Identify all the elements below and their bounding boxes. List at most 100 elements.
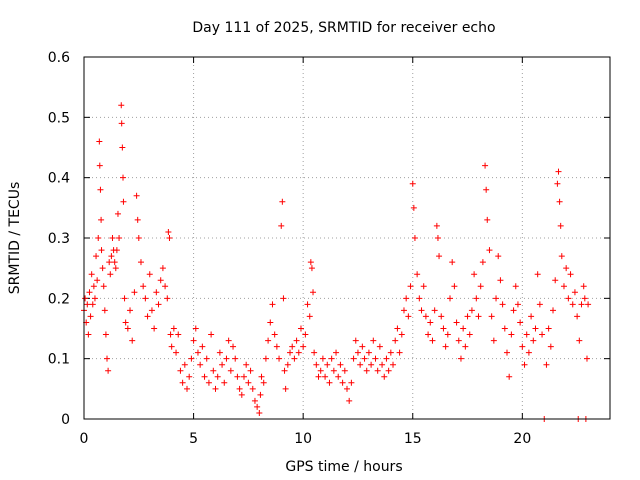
data-point	[100, 283, 107, 290]
data-point	[462, 343, 469, 350]
y-tick-label: 0.1	[48, 352, 70, 368]
data-point	[530, 337, 537, 344]
x-tick-label: 15	[404, 431, 422, 447]
data-point	[194, 349, 201, 356]
data-point	[438, 313, 445, 320]
data-point	[337, 361, 344, 368]
data-point	[479, 259, 486, 266]
data-point	[457, 355, 464, 362]
data-point	[93, 253, 100, 260]
data-point	[91, 295, 98, 302]
data-point	[311, 349, 318, 356]
data-point	[293, 337, 300, 344]
data-point	[230, 343, 237, 350]
data-point	[184, 385, 191, 392]
data-point	[232, 355, 239, 362]
data-points	[81, 102, 592, 422]
data-point	[416, 295, 423, 302]
data-point	[164, 295, 171, 302]
data-point	[300, 343, 307, 350]
data-point	[410, 204, 417, 211]
data-point	[258, 373, 265, 380]
data-point	[153, 289, 160, 296]
data-point	[585, 301, 592, 308]
data-point	[166, 235, 173, 241]
data-point	[547, 343, 554, 350]
data-point	[214, 373, 221, 380]
data-point	[569, 301, 576, 308]
data-point	[576, 337, 583, 344]
data-point	[317, 367, 324, 374]
data-point	[122, 319, 129, 326]
data-point	[400, 307, 407, 314]
data-point	[357, 361, 364, 368]
data-point	[148, 307, 155, 314]
data-point	[503, 349, 510, 356]
data-point	[319, 355, 326, 362]
data-point	[201, 373, 208, 380]
data-point	[580, 283, 587, 290]
data-point	[85, 331, 92, 338]
data-point	[140, 283, 147, 290]
data-point	[276, 355, 283, 362]
data-point	[308, 265, 315, 272]
data-point	[431, 307, 438, 314]
data-point	[330, 367, 337, 374]
data-point	[571, 289, 578, 296]
data-point	[306, 313, 313, 320]
data-point	[307, 259, 314, 266]
data-point	[383, 355, 390, 362]
data-point	[521, 361, 528, 368]
data-point	[552, 277, 559, 284]
data-point	[114, 210, 121, 217]
data-point	[282, 385, 289, 392]
data-point	[216, 349, 223, 356]
data-point	[578, 301, 585, 308]
data-point	[514, 301, 521, 308]
data-point	[370, 337, 377, 344]
data-point	[392, 337, 399, 344]
data-point	[361, 355, 368, 362]
data-point	[267, 319, 274, 326]
data-point	[177, 367, 184, 374]
data-point	[273, 343, 280, 350]
data-point	[440, 325, 447, 332]
data-point	[269, 301, 276, 308]
data-point	[554, 180, 561, 187]
data-point	[486, 247, 493, 254]
plot-frame	[83, 56, 611, 420]
data-point	[365, 349, 372, 356]
data-point	[210, 367, 217, 374]
data-point	[265, 337, 272, 344]
data-point	[89, 301, 96, 308]
data-point	[173, 349, 180, 356]
data-point	[96, 138, 103, 145]
data-point	[159, 265, 166, 272]
data-point	[420, 283, 427, 290]
data-point	[483, 186, 490, 193]
data-point	[205, 379, 212, 386]
data-point	[227, 367, 234, 374]
x-axis-label: GPS time / hours	[285, 459, 402, 475]
data-point	[131, 289, 138, 296]
data-point	[497, 277, 504, 284]
data-point	[129, 337, 136, 344]
data-point	[118, 102, 125, 109]
data-point	[97, 186, 104, 193]
data-point	[90, 283, 97, 290]
data-point	[528, 313, 535, 320]
data-point	[429, 337, 436, 344]
data-point	[94, 277, 101, 284]
data-point	[236, 385, 243, 392]
data-point	[510, 307, 517, 314]
data-point	[121, 295, 128, 302]
data-point	[482, 162, 489, 169]
data-point	[133, 192, 140, 199]
data-point	[539, 331, 546, 338]
data-point	[302, 331, 309, 338]
data-point	[348, 379, 355, 386]
data-point	[212, 385, 219, 392]
data-point	[142, 295, 149, 302]
data-point	[447, 295, 454, 302]
data-point	[289, 343, 296, 350]
